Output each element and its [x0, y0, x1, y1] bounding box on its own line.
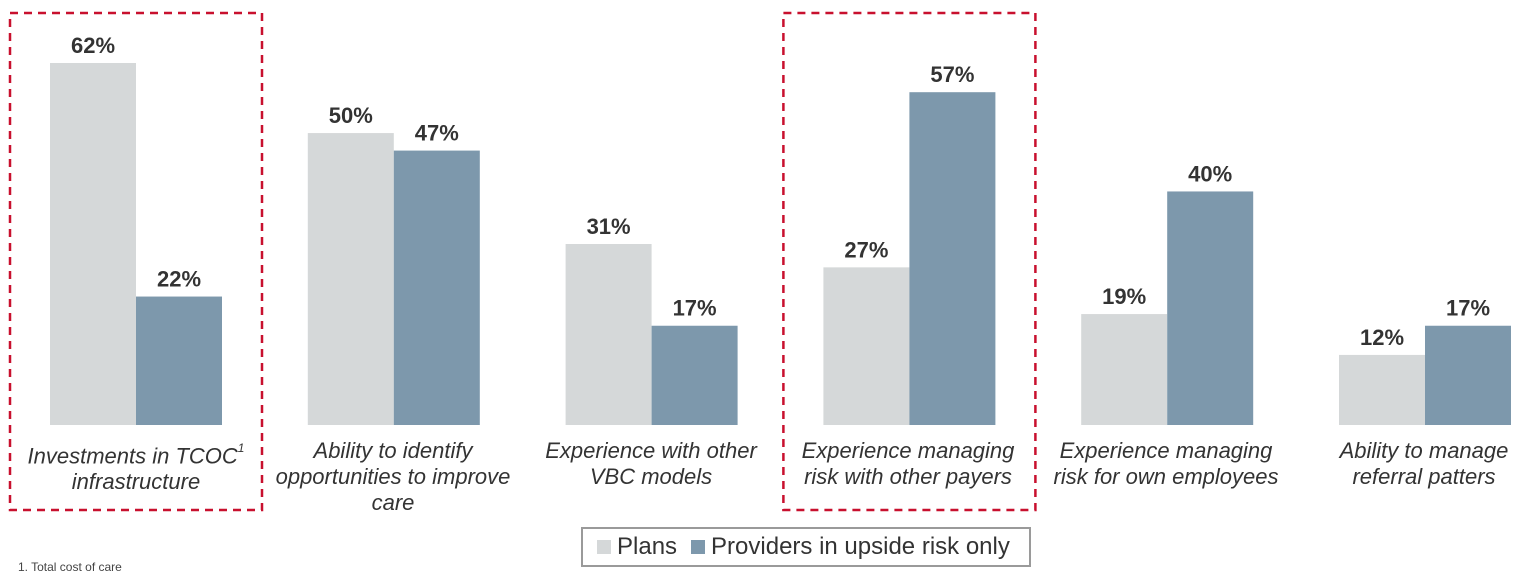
data-label-providers-3: 17% — [673, 296, 717, 321]
bar-providers-4 — [909, 92, 996, 426]
data-label-providers-2: 47% — [415, 121, 459, 146]
bar-plans-3 — [565, 244, 652, 425]
category-label-3: Experience with other VBC models — [545, 438, 757, 489]
data-label-providers-4: 57% — [930, 62, 974, 87]
legend: Plans Providers in upside risk only — [581, 527, 1031, 567]
legend-swatch-plans — [597, 540, 611, 554]
bar-plans-2 — [307, 133, 394, 425]
legend-item-providers: Providers in upside risk only — [691, 533, 1010, 561]
data-label-providers-1: 22% — [157, 267, 201, 292]
footnote: 1. Total cost of care — [18, 560, 122, 574]
category-label-2: Ability to identify opportunities to imp… — [275, 438, 511, 515]
legend-label-plans: Plans — [617, 533, 678, 560]
data-label-providers-6: 17% — [1446, 296, 1490, 321]
bar-plans-4 — [823, 267, 910, 425]
highlight-box-1 — [8, 11, 264, 512]
category-label-4: Experience managing risk with other paye… — [801, 438, 1015, 489]
data-label-providers-5: 40% — [1188, 161, 1232, 186]
legend-label-providers: Providers in upside risk only — [711, 533, 1010, 560]
data-label-plans-2: 50% — [329, 103, 373, 128]
category-label-5: Experience managing risk for own employe… — [1053, 438, 1279, 489]
data-label-plans-6: 12% — [1360, 325, 1404, 350]
legend-swatch-providers — [691, 540, 706, 554]
bar-providers-1 — [136, 296, 222, 425]
legend-item-plans: Plans — [597, 533, 677, 561]
bar-providers-5 — [1167, 191, 1254, 425]
bar-providers-2 — [393, 150, 480, 426]
data-label-plans-1: 62% — [71, 33, 115, 58]
bar-plans-1 — [50, 63, 136, 425]
highlight-box-4 — [782, 11, 1037, 512]
category-label-6: Ability to manage referral patters — [1339, 438, 1509, 489]
data-label-plans-3: 31% — [587, 214, 631, 239]
bar-providers-6 — [1425, 325, 1511, 425]
bar-plans-5 — [1081, 314, 1168, 425]
bar-plans-6 — [1339, 354, 1425, 425]
category-label-1: Investments in TCOC1 infrastructure — [27, 441, 245, 495]
bar-providers-3 — [651, 325, 738, 425]
data-label-plans-4: 27% — [844, 237, 888, 262]
data-label-plans-5: 19% — [1102, 284, 1146, 309]
